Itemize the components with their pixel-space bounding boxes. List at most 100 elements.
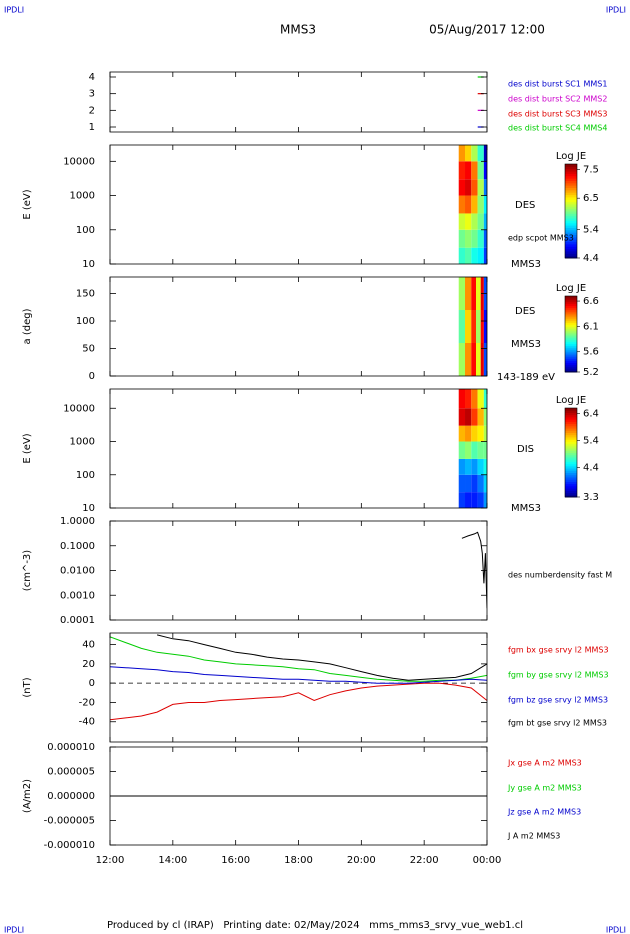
colorbar-band <box>565 472 577 476</box>
colorbar-band <box>565 463 577 467</box>
y-tick-label: 150 <box>76 289 95 300</box>
y-tick-label: -20 <box>79 697 95 708</box>
heatmap-cell <box>483 425 487 442</box>
panel-label: MMS3 <box>511 339 541 350</box>
y-tick-label: 10 <box>82 259 95 270</box>
y-tick-label: 1.0000 <box>60 516 95 527</box>
heatmap-cell <box>476 343 481 376</box>
legend-entry: J A m2 MMS3 <box>507 832 560 841</box>
colorbar-band <box>565 218 577 221</box>
heatmap-cell <box>483 247 487 264</box>
plot-area <box>477 76 484 128</box>
heatmap-cell <box>483 310 487 343</box>
heatmap-cell <box>483 441 487 459</box>
heatmap-cell <box>471 310 477 343</box>
colorbar-band <box>565 211 577 214</box>
heatmap-cell <box>471 441 478 459</box>
colorbar-band <box>565 309 577 312</box>
colorbar-band <box>565 474 577 478</box>
legend-entry: fgm bz gse srvy l2 MMS3 <box>508 696 608 705</box>
y-tick-label: 1 <box>89 122 95 133</box>
heatmap-cell <box>471 229 478 248</box>
colorbar-band <box>565 492 577 496</box>
y-tick-label: 50 <box>82 344 95 355</box>
corner-label: IPDLI <box>606 6 626 15</box>
y-tick-label: 0.000010 <box>47 742 95 753</box>
plot-area <box>458 145 487 264</box>
colorbar-band <box>565 450 577 453</box>
colorbar-band <box>565 443 577 447</box>
colorbar-title: Log JE <box>556 283 586 294</box>
colorbar-band <box>565 206 577 210</box>
colorbar-band <box>565 483 577 487</box>
colorbar-band <box>565 178 577 181</box>
colorbar-band <box>565 215 577 219</box>
panel-frame <box>109 388 488 509</box>
y-axis-label: E (eV) <box>22 433 33 463</box>
heatmap-cell <box>471 277 477 310</box>
plot-area <box>458 277 487 376</box>
legend-entry: des numberdensity fast M <box>508 571 612 580</box>
series-line <box>110 666 487 684</box>
legend-entry: fgm bx gse srvy l2 MMS3 <box>508 646 609 655</box>
heatmap-cell <box>471 145 478 162</box>
colorbar-band <box>565 416 577 420</box>
y-axis-label: a (deg) <box>22 308 33 344</box>
heatmap-cell <box>477 474 484 493</box>
heatmap-cell <box>458 213 466 230</box>
heatmap-cell <box>477 213 484 230</box>
colorbar-band <box>565 481 577 485</box>
colorbar-band <box>565 436 577 440</box>
legend-entry: Jy gse A m2 MMS3 <box>507 784 582 793</box>
heatmap-cell <box>465 408 472 426</box>
colorbar-band <box>565 421 577 425</box>
legend-entry: Jz gse A m2 MMS3 <box>507 808 581 817</box>
heatmap-cell <box>471 492 478 508</box>
heatmap-cell <box>477 247 484 264</box>
colorbar-band <box>565 353 577 356</box>
heatmap-cell <box>471 161 478 180</box>
y-tick-label: 1000 <box>70 437 95 448</box>
y-tick-label: 0 <box>89 678 95 689</box>
colorbar-band <box>565 456 577 460</box>
panel-label: 143-189 eV <box>497 372 555 383</box>
colorbar-title: Log JE <box>556 395 586 406</box>
panel-label: MMS3 <box>511 503 541 514</box>
heatmap-cell <box>483 389 487 409</box>
colorbar-tick-label: 3.3 <box>583 492 599 503</box>
heatmap-cell <box>477 179 484 196</box>
legend-entry: Jx gse A m2 MMS3 <box>507 759 582 768</box>
colorbar-band <box>565 296 577 299</box>
colorbar-band <box>565 222 577 226</box>
panel-label: DES <box>515 200 535 211</box>
heatmap-cell <box>458 277 466 310</box>
heatmap-cell <box>458 425 466 442</box>
x-tick-label: 12:00 <box>96 855 125 866</box>
colorbar-band <box>565 305 577 308</box>
colorbar-band <box>565 358 577 362</box>
colorbar-tick-label: 6.1 <box>583 321 599 332</box>
legend-entry: des dist burst SC2 MMS2 <box>508 95 607 104</box>
colorbar-band <box>565 243 577 247</box>
colorbar-band <box>565 189 577 193</box>
colorbar-band <box>565 337 577 341</box>
legend-entry: des dist burst SC3 MMS3 <box>508 110 607 119</box>
series-line <box>110 682 487 721</box>
colorbar-band <box>565 412 577 416</box>
heatmap-cell <box>458 247 466 264</box>
y-tick-label: 4 <box>89 72 95 83</box>
colorbar-band <box>565 360 577 363</box>
heatmap-cell <box>483 229 487 248</box>
colorbar-band <box>565 326 577 329</box>
colorbar-band <box>565 345 577 348</box>
y-tick-label: 20 <box>82 659 95 670</box>
heatmap-cell <box>480 343 484 376</box>
y-tick-label: 0 <box>89 371 95 382</box>
colorbar-band <box>565 370 577 373</box>
colorbar-band <box>565 432 577 436</box>
corner-label: IPDLI <box>4 926 24 934</box>
heatmap-cell <box>483 161 487 180</box>
plot-area <box>461 531 487 609</box>
x-tick-label: 00:00 <box>473 855 502 866</box>
